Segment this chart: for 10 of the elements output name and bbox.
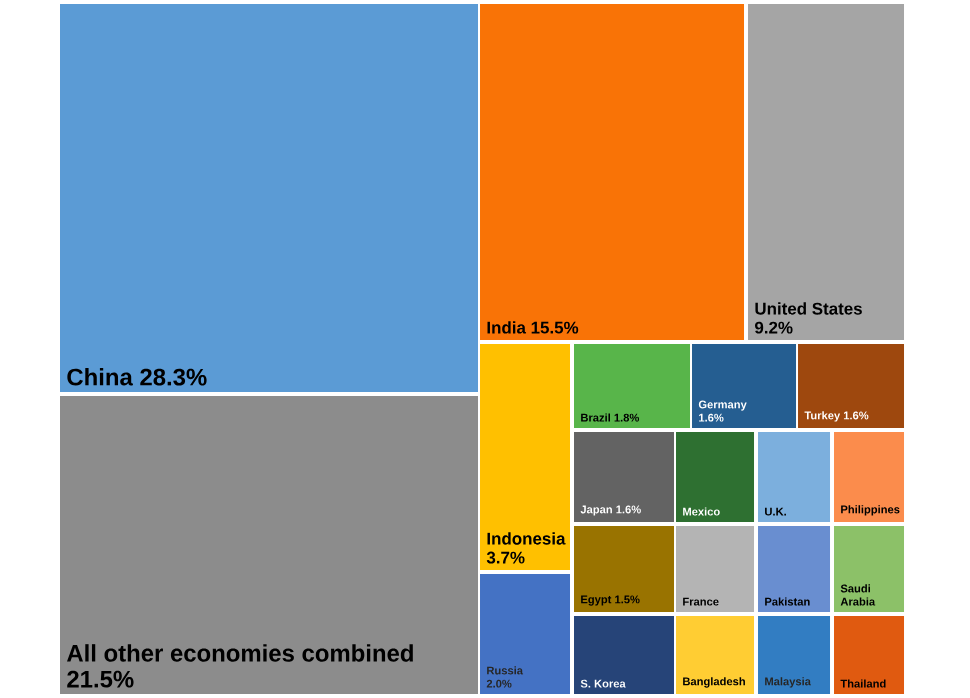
category-label: China xyxy=(67,368,133,386)
data-label: 21.5% xyxy=(67,670,134,688)
data-label: 3.7% xyxy=(486,551,525,564)
category-label: India xyxy=(487,321,527,334)
category-label: Indonesia xyxy=(487,532,566,545)
data-label: 28.3% xyxy=(140,368,207,386)
data-label: 15.5% xyxy=(531,321,579,334)
category-label: United States xyxy=(755,302,862,315)
category-label: All other economies combined xyxy=(66,644,413,662)
data-label: 9.2% xyxy=(754,321,793,334)
